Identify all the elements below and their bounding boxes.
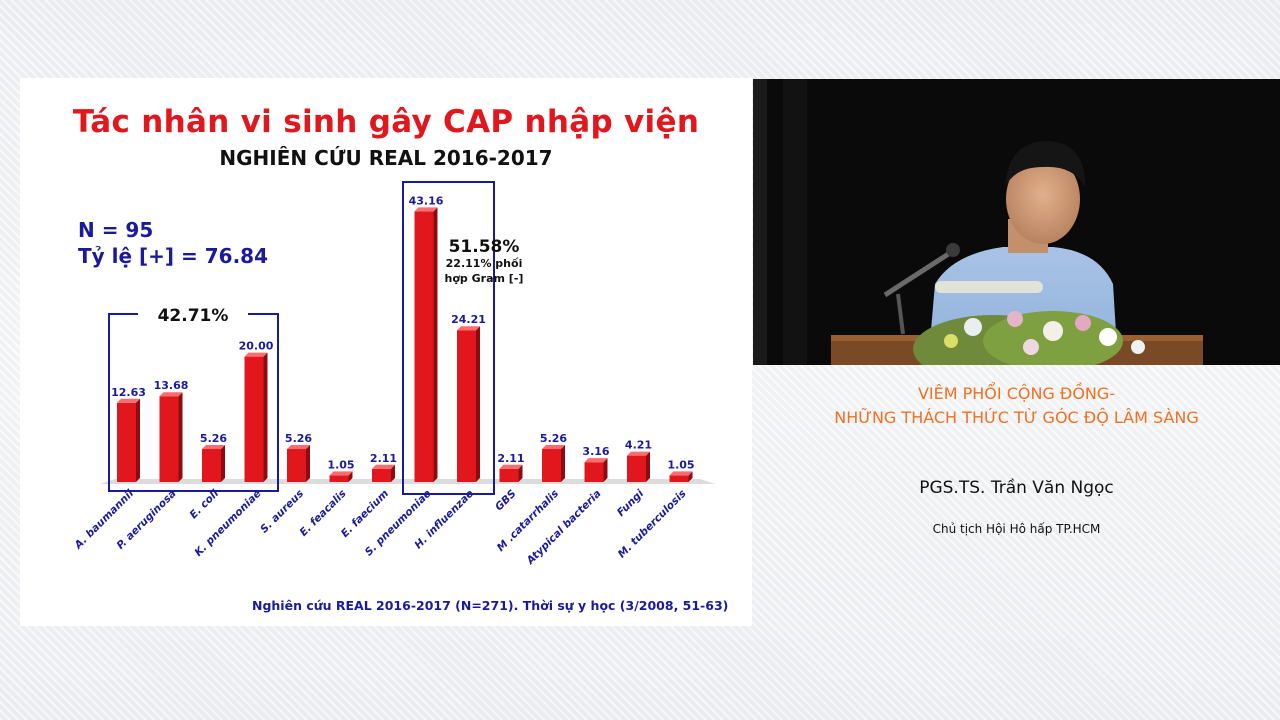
bar-top [202,445,225,450]
bar-value-label: 13.68 [154,379,189,392]
bar-front [287,449,306,482]
bar-7 [372,464,395,482]
citation-footnote: Nghiên cứu REAL 2016-2017 (N=271). Thời … [252,598,729,613]
positive-rate-label: Tỷ lệ [+] = 76.84 [78,244,269,268]
speaker-role: Chủ tịch Hội Hô hấp TP.HCM [932,522,1101,536]
bar-6 [329,471,353,482]
group1-label-bg [138,306,248,322]
bar-12 [584,458,608,482]
bar-top [457,326,480,331]
x-tick-label: E. coli [188,487,222,521]
bar-top [542,445,565,450]
slide-title: Tác nhân vi sinh gây CAP nhập viện [72,104,700,140]
bar-value-label: 1.05 [327,458,354,471]
talk-title-line2: NHỮNG THÁCH THỨC TỪ GÓC ĐỘ LÂM SÀNG [834,408,1199,427]
speaker-head [1006,154,1080,244]
bar-value-label: 20.00 [239,340,274,353]
bar-side [561,445,565,482]
bar-top [117,398,140,403]
bar-front [542,449,561,482]
group1-percent: 42.71% [158,306,229,326]
bar-value-label: 24.21 [451,313,486,326]
group2-percent: 51.58% [449,237,520,257]
microphone-icon [883,248,955,298]
bar-value-label: 4.21 [625,439,652,452]
bar-side [136,398,140,482]
talk-title-line1: VIÊM PHỔI CỘNG ĐỒNG- [917,384,1116,403]
slide-subtitle: NGHIÊN CỨU REAL 2016-2017 [219,146,553,170]
bar-side [391,464,395,482]
bar-front [202,449,221,482]
speaker-name: PGS.TS. Trần Văn Ngọc [919,478,1114,498]
bar-top [287,445,310,450]
podium-lamp [935,281,1043,293]
bar-side [476,326,480,482]
bar-front [329,475,349,482]
bar-top [244,352,268,357]
bar-value-label: 2.11 [370,452,397,465]
bar-side [518,464,523,482]
bar-front [499,468,519,482]
bar-10 [499,464,523,482]
bar-14 [669,471,693,482]
bar-value-label: 5.26 [200,432,227,445]
group-box-pneumo-influenzae [402,181,495,495]
bar-value-label: 5.26 [285,432,312,445]
bar-13 [627,451,650,482]
bar-1 [117,398,140,482]
bar-value-label: 43.16 [409,194,444,207]
bar-8 [414,207,438,483]
bar-11 [542,445,565,482]
bar-side [433,207,438,483]
bar-front [244,356,264,482]
bar-front [117,402,136,482]
bar-front [457,330,476,482]
bar-front [159,396,179,482]
bar-top [329,471,353,476]
bar-side [688,471,693,482]
bar-side [178,392,183,482]
x-tick-label: Atypical bacteria [524,488,604,568]
talk-title: VIÊM PHỔI CỘNG ĐỒNG- NHỮNG THÁCH THỨC TỪ… [753,382,1280,430]
bar-value-label: 3.16 [582,445,609,458]
bar-top [414,207,438,212]
bar-front [414,211,434,483]
bar-value-label: 5.26 [540,432,567,445]
bar-top [584,458,608,463]
flower-arrangement [913,311,1145,365]
group2-note-line2: hợp Gram [-] [445,272,524,285]
chart-floor [100,479,715,484]
bar-side [646,451,650,482]
x-tick-label: GBS [493,488,519,514]
sample-size-label: N = 95 [78,218,154,242]
bar-top [159,392,183,397]
bar-top [499,464,523,469]
presentation-slide: Tác nhân vi sinh gây CAP nhập viện NGHIÊ… [20,78,752,626]
bar-front [669,475,689,482]
bar-side [221,445,225,482]
bar-front [584,462,604,482]
bar-2 [159,392,183,482]
x-tick-label: Fungi [615,487,647,519]
bar-front [372,468,391,482]
bar-9 [457,326,480,482]
bar-value-label: 12.63 [111,386,146,399]
bar-value-label: 2.11 [497,452,524,465]
bar-side [603,458,608,482]
bar-top [627,451,650,456]
bar-top [669,471,693,476]
bar-chart: 12.63 13.68 5.26 20.00 5.26 1.05 2.11 43.16 24.2… [72,181,715,568]
bar-5 [287,445,310,482]
bar-value-label: 1.05 [667,458,694,471]
bar-side [306,445,310,482]
bar-front [627,455,646,482]
bar-top [372,464,395,469]
bar-4 [244,352,268,482]
group2-note-line1: 22.11% phối [446,257,523,270]
bar-side [348,471,353,482]
speaker-video-frame [753,79,1280,365]
speaker-video [753,79,1280,365]
bar-side [263,352,268,482]
bar-3 [202,445,225,482]
